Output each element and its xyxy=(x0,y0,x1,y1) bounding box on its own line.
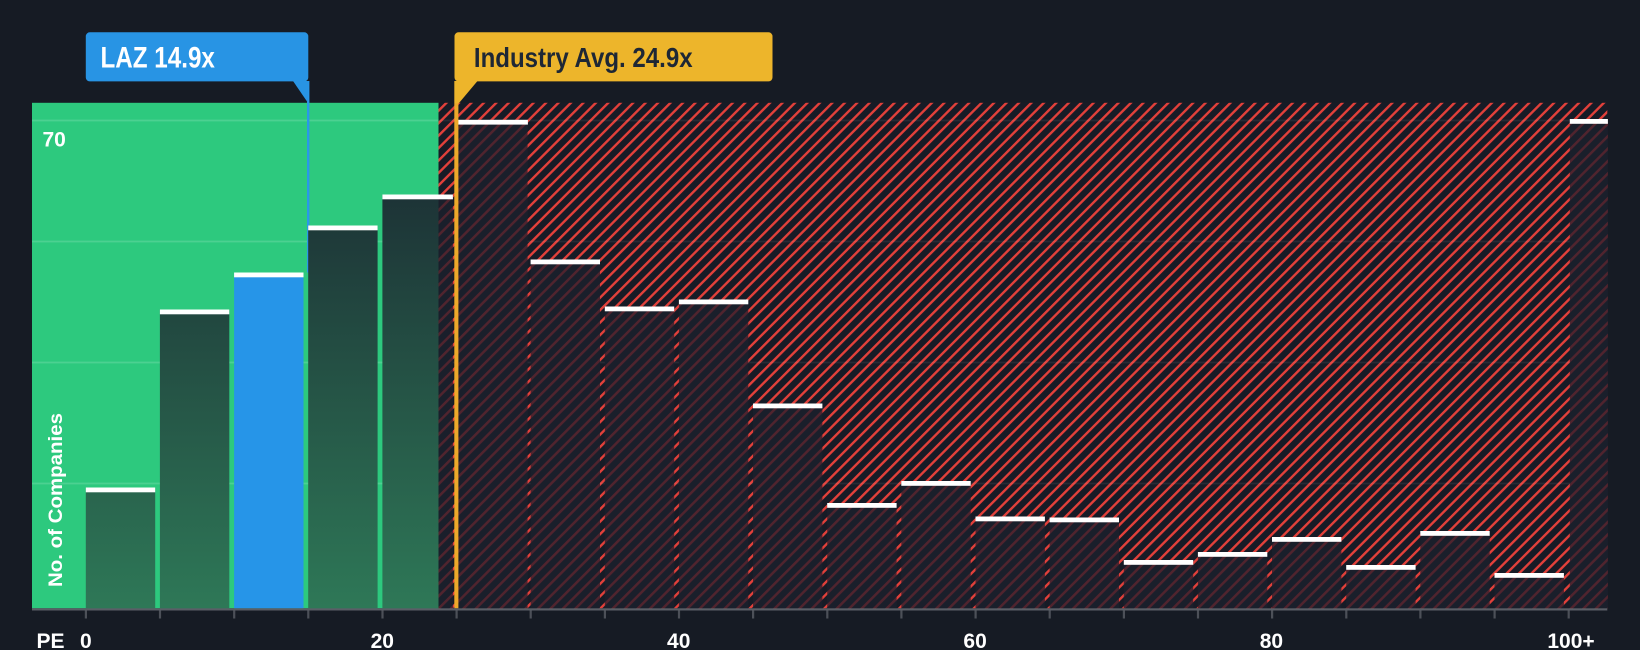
svg-text:Industry Avg. 24.9x: Industry Avg. 24.9x xyxy=(474,41,693,73)
svg-text:40: 40 xyxy=(667,630,690,650)
svg-text:LAZ 14.9x: LAZ 14.9x xyxy=(101,42,216,75)
svg-text:20: 20 xyxy=(371,630,394,650)
svg-text:No. of Companies: No. of Companies xyxy=(45,413,67,587)
svg-text:70: 70 xyxy=(43,129,66,152)
svg-text:0: 0 xyxy=(80,630,92,650)
svg-text:PE: PE xyxy=(37,630,65,650)
svg-text:80: 80 xyxy=(1260,630,1283,650)
svg-text:60: 60 xyxy=(963,630,986,650)
svg-text:100+: 100+ xyxy=(1547,630,1594,650)
